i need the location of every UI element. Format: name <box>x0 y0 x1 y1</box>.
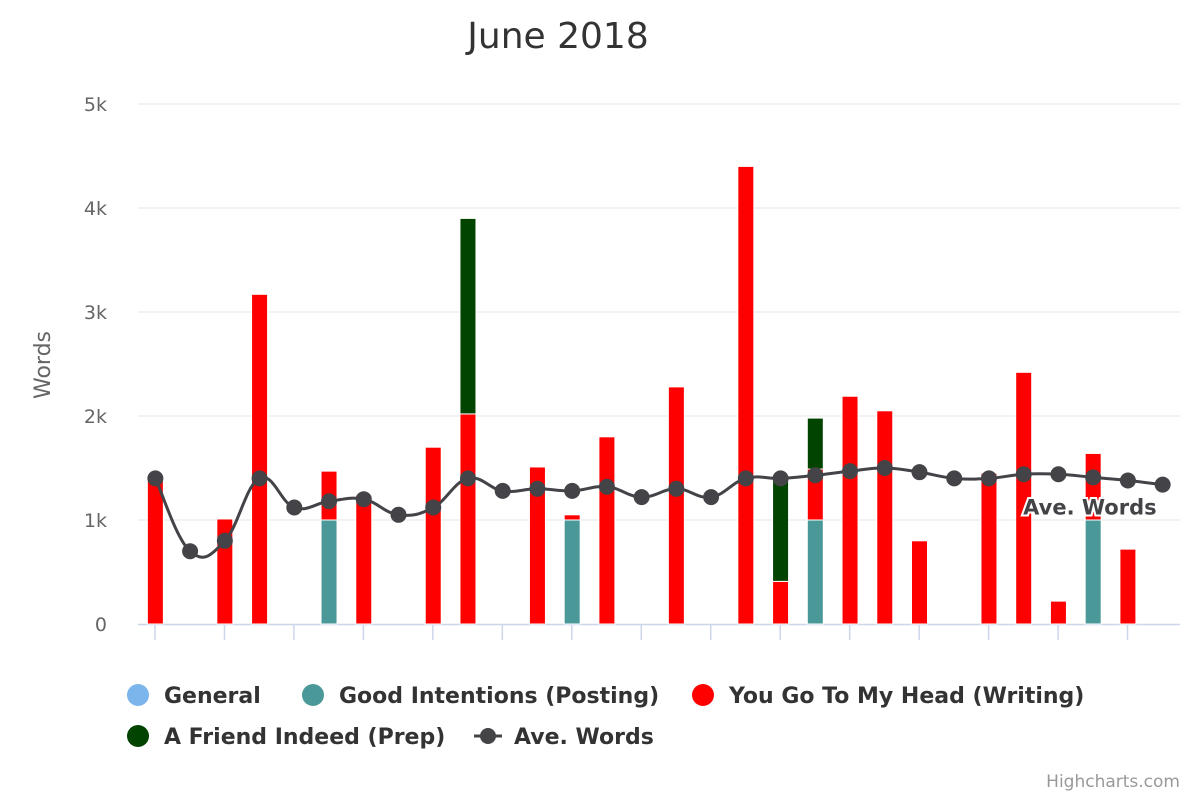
average-point <box>251 470 268 487</box>
average-point <box>737 470 754 487</box>
average-point <box>668 480 685 497</box>
average-point <box>1119 472 1136 489</box>
y-tick-label: 3k <box>84 302 107 324</box>
credits-link[interactable]: Highcharts.com <box>1046 772 1180 792</box>
average-line-label: Ave. Words <box>1023 496 1156 520</box>
bar <box>911 540 928 625</box>
legend-label: A Friend Indeed (Prep) <box>164 725 445 750</box>
bar <box>876 410 894 625</box>
average-point <box>286 499 303 516</box>
chart-title: June 2018 <box>465 16 648 57</box>
legend: General Good Intentions (Posting) You Go T… <box>127 684 1084 750</box>
average-point <box>1154 476 1171 493</box>
average-point <box>598 478 615 495</box>
y-tick-label: 2k <box>84 406 107 428</box>
average-line: Ave. Words <box>147 460 1171 560</box>
bar <box>772 580 790 625</box>
bar <box>146 479 164 625</box>
average-point <box>1015 466 1032 483</box>
bar <box>806 519 824 625</box>
average-point <box>703 489 720 506</box>
bar <box>459 217 477 415</box>
legend-item[interactable]: A Friend Indeed (Prep) <box>127 725 445 750</box>
y-axis-ticks: 0 1k 2k 3k 4k 5k <box>84 94 107 636</box>
average-point <box>1050 466 1067 483</box>
legend-symbol <box>302 684 324 706</box>
legend-item[interactable]: Good Intentions (Posting) <box>302 684 659 709</box>
average-point <box>355 491 372 508</box>
bar <box>806 417 824 470</box>
bar <box>1015 371 1033 625</box>
bar <box>251 293 269 625</box>
y-tick-label: 5k <box>84 94 107 116</box>
average-line-path <box>154 466 1163 559</box>
bar <box>598 436 616 625</box>
legend-item[interactable]: General <box>127 684 261 709</box>
bar <box>459 413 477 625</box>
bar <box>563 519 581 625</box>
grid-lines <box>138 103 1180 521</box>
bar <box>667 386 685 625</box>
y-axis-title: Words <box>31 331 56 399</box>
average-point <box>980 470 997 487</box>
legend-item[interactable]: You Go To My Head (Writing) <box>692 684 1084 709</box>
bar <box>1049 600 1067 625</box>
bar <box>980 472 998 625</box>
bar <box>563 514 581 521</box>
average-point <box>182 543 199 560</box>
legend-label: Good Intentions (Posting) <box>339 684 659 709</box>
legend-label: You Go To My Head (Writing) <box>728 684 1084 709</box>
legend-symbol <box>480 728 496 744</box>
average-point <box>842 463 859 480</box>
average-point <box>946 470 963 487</box>
average-point <box>321 493 338 510</box>
bar <box>1119 548 1137 625</box>
average-point <box>807 467 824 484</box>
average-point <box>494 482 511 499</box>
legend-symbol <box>692 684 714 706</box>
average-point <box>529 480 546 497</box>
bar <box>772 474 790 582</box>
bar <box>355 494 373 625</box>
bar <box>737 165 755 625</box>
average-point <box>390 506 407 523</box>
legend-label: General <box>164 684 261 709</box>
average-point <box>911 464 928 481</box>
legend-label: Ave. Words <box>514 725 654 750</box>
average-point <box>1085 469 1102 486</box>
average-point <box>772 470 789 487</box>
y-tick-label: 0 <box>95 614 107 636</box>
bar <box>841 395 859 625</box>
average-point <box>564 482 581 499</box>
legend-symbol <box>127 725 149 747</box>
bar <box>528 466 546 625</box>
average-point <box>633 489 650 506</box>
average-point <box>876 460 893 476</box>
average-point <box>216 532 233 549</box>
y-tick-label: 1k <box>84 510 107 532</box>
bar <box>424 446 442 625</box>
bars <box>146 165 1137 625</box>
legend-symbol <box>127 684 149 706</box>
x-axis <box>138 623 1180 640</box>
y-tick-label: 4k <box>84 198 107 220</box>
average-point <box>425 499 442 516</box>
bar <box>1084 519 1102 625</box>
average-point <box>147 470 164 487</box>
bar <box>1084 452 1102 521</box>
bar <box>320 519 338 625</box>
legend-item[interactable]: Ave. Words <box>474 725 654 750</box>
average-point <box>459 470 476 487</box>
